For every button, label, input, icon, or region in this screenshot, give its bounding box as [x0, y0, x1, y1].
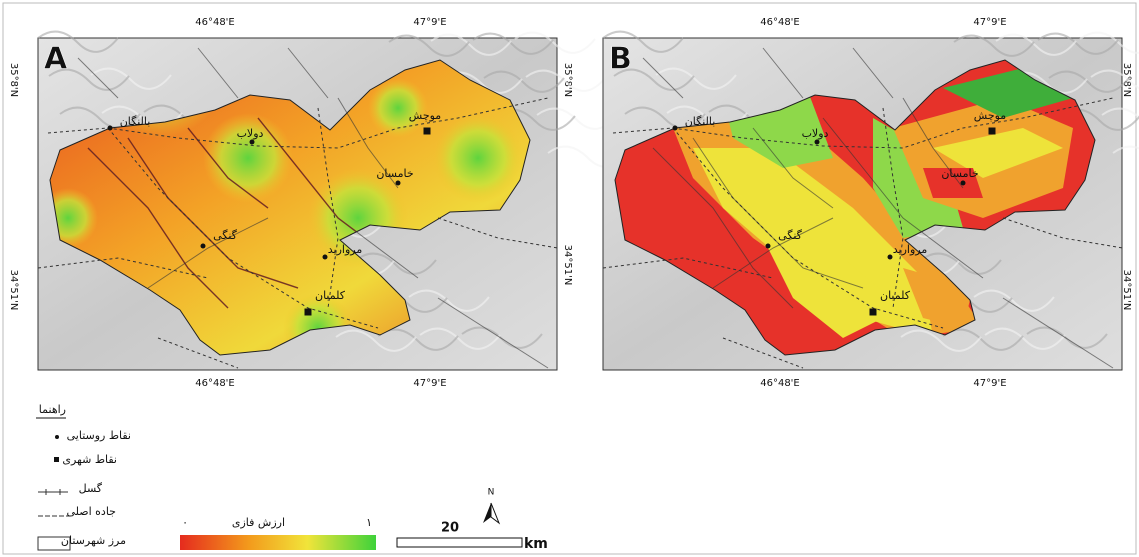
lat-label: 34°51'N: [1121, 270, 1132, 311]
ramp-max: ۱: [366, 516, 372, 529]
place-name: مرواريد: [328, 243, 363, 256]
city-point: [870, 309, 877, 316]
village-point: [815, 140, 820, 145]
lat-label: 35°8'N: [8, 63, 19, 97]
lon-label: 47°9'E: [973, 17, 1006, 28]
village-point: [766, 244, 771, 249]
ramp-min: ۰: [182, 516, 188, 529]
place-name: موچش: [409, 109, 442, 122]
lon-label: 46°48'E: [195, 17, 235, 28]
legend-item: مرز شهرستان: [61, 534, 126, 547]
village-point: [961, 181, 966, 186]
place-name: کلمبان: [315, 289, 346, 302]
lon-label: 46°48'E: [760, 17, 800, 28]
place-name: بالنگان: [120, 115, 151, 128]
legend-item: نقاط روستایی: [67, 429, 131, 442]
village-point: [250, 140, 255, 145]
village-symbol: [55, 435, 59, 439]
legend-item: نقاط شهری: [62, 453, 117, 466]
panel-label: A: [44, 42, 68, 77]
place-name: گنگی: [778, 229, 803, 242]
lon-label: 47°9'E: [973, 378, 1006, 389]
place-name: دولاب: [802, 127, 829, 140]
lon-label: 46°48'E: [760, 378, 800, 389]
place-name: خامسان: [941, 167, 978, 180]
place-name: موچش: [974, 109, 1007, 122]
scale-rect: [397, 538, 522, 547]
city-symbol: [54, 457, 59, 462]
place-name: دولاب: [237, 127, 264, 140]
map-panel: A بالنگان دولاب موچش خامسان گنگی مرواريد کلمبان: [38, 0, 628, 370]
city-point: [305, 309, 312, 316]
place-name: مرواريد: [893, 243, 928, 256]
high-value-zone: [368, 78, 428, 138]
figure: 46°48'E 47°9'E 46°48'E 47°9'E 46°48'E 47…: [0, 0, 1139, 557]
lat-label: 34°51'N: [8, 270, 19, 311]
map-panel: B بالنگان دولاب موچش خامسان گنگی مرواريد کلمبان: [603, 32, 1139, 370]
lon-label: 47°9'E: [413, 378, 446, 389]
village-point: [396, 181, 401, 186]
lat-label: 34°51'N: [562, 245, 573, 286]
village-point: [673, 126, 678, 131]
village-point: [888, 255, 893, 260]
scale-unit: km: [524, 536, 548, 552]
village-point: [201, 244, 206, 249]
place-name: خامسان: [376, 167, 413, 180]
north-label: N: [488, 488, 495, 498]
village-point: [323, 255, 328, 260]
color-ramp: [180, 535, 376, 550]
place-name: کلمبان: [880, 289, 911, 302]
lon-label: 46°48'E: [195, 378, 235, 389]
place-name: بالنگان: [685, 115, 716, 128]
place-name: گنگی: [213, 229, 238, 242]
high-value-zone: [433, 113, 523, 203]
city-point: [424, 128, 431, 135]
lon-label: 47°9'E: [413, 17, 446, 28]
ramp-title: ارزش فازی: [232, 516, 285, 529]
legend-item: جاده اصلی: [66, 505, 116, 518]
legend-item: گسل: [79, 482, 103, 495]
scale-distance: 20: [441, 521, 459, 536]
village-point: [108, 126, 113, 131]
panel-label: B: [609, 42, 632, 77]
city-point: [989, 128, 996, 135]
legend-title: راهنما: [39, 403, 66, 416]
